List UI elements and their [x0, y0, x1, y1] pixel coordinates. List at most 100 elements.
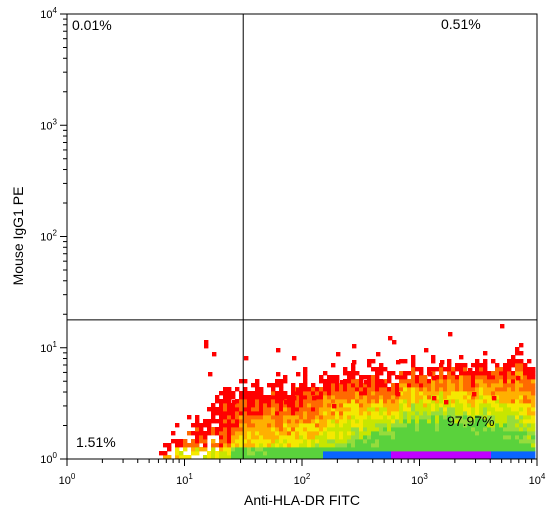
density-cell — [255, 423, 260, 428]
density-cell — [483, 435, 488, 440]
density-cell — [475, 383, 480, 388]
density-cell — [355, 391, 360, 396]
density-cell — [443, 447, 448, 452]
x-axis-label: Anti-HLA-DR FITC — [244, 492, 360, 508]
density-cell — [311, 383, 316, 388]
density-cell — [380, 380, 385, 385]
density-cell — [447, 363, 452, 368]
density-cell — [243, 387, 248, 392]
density-cell — [523, 451, 528, 456]
density-cell — [447, 455, 452, 460]
density-cell — [347, 407, 352, 412]
density-cell — [279, 387, 284, 392]
density-cell — [279, 411, 284, 416]
density-cell — [479, 431, 484, 436]
density-cell — [367, 395, 372, 400]
density-cell — [199, 427, 204, 432]
density-cell — [379, 423, 384, 428]
density-cell — [323, 407, 328, 412]
density-cell — [243, 423, 248, 428]
density-cell — [275, 391, 280, 396]
density-cell — [215, 395, 220, 400]
density-cell — [407, 415, 412, 420]
density-cell — [527, 435, 532, 440]
density-cell — [451, 435, 456, 440]
density-cell — [247, 423, 252, 428]
density-cell — [491, 383, 496, 388]
density-cell — [295, 431, 300, 436]
density-cell — [427, 407, 432, 412]
density-cell — [419, 383, 424, 388]
density-cell — [411, 379, 416, 384]
density-cell — [495, 391, 500, 396]
density-cell — [331, 451, 336, 456]
density-cell — [403, 375, 408, 380]
density-cell — [239, 447, 244, 452]
density-cell — [255, 403, 260, 408]
density-cell — [323, 435, 328, 440]
density-cell — [439, 439, 444, 444]
density-cell — [459, 419, 464, 424]
density-cell — [455, 375, 460, 380]
density-cell — [483, 375, 488, 380]
density-cell — [311, 415, 316, 420]
density-cell — [487, 415, 492, 420]
density-cell — [387, 415, 392, 420]
density-cell — [515, 451, 520, 456]
density-cell — [455, 439, 460, 444]
density-cell — [487, 435, 492, 440]
density-cell — [299, 439, 304, 444]
density-cell — [479, 375, 484, 380]
density-cell — [399, 447, 404, 452]
density-cell — [451, 387, 456, 392]
density-cell — [375, 387, 380, 392]
density-cell — [263, 411, 268, 416]
density-cell — [399, 403, 404, 408]
density-cell — [363, 391, 368, 396]
density-cell — [259, 431, 264, 436]
density-cell — [479, 387, 484, 392]
density-cell — [275, 415, 280, 420]
density-cell — [183, 443, 188, 448]
density-cell — [419, 423, 424, 428]
density-cell — [467, 403, 472, 408]
density-cell — [227, 411, 232, 416]
density-cell — [299, 451, 304, 456]
density-cell — [459, 387, 464, 392]
density-cell — [443, 387, 448, 392]
density-cell — [483, 407, 488, 412]
density-cell — [411, 415, 416, 420]
density-cell — [335, 435, 340, 440]
density-cell — [323, 383, 328, 388]
density-cell — [347, 427, 352, 432]
density-cell — [371, 455, 376, 460]
density-cell — [271, 439, 276, 444]
density-cell — [375, 427, 380, 432]
density-cell — [511, 435, 516, 440]
density-cell — [407, 399, 412, 404]
density-cell — [395, 427, 400, 432]
x-tick-label: 100 — [59, 472, 76, 487]
density-cell — [295, 423, 300, 428]
density-cell — [311, 419, 316, 424]
density-cell — [291, 419, 296, 424]
density-cell — [507, 363, 512, 368]
density-cell — [355, 415, 360, 420]
density-cell — [467, 435, 472, 440]
density-cell — [443, 403, 448, 408]
density-cell — [451, 375, 456, 380]
density-cell — [499, 423, 504, 428]
density-cell — [523, 415, 528, 420]
density-cell — [235, 435, 240, 440]
density-cell — [503, 387, 508, 392]
density-cell — [179, 455, 184, 460]
density-cell — [507, 451, 512, 456]
density-cell — [515, 411, 520, 416]
density-cell — [367, 407, 372, 412]
density-cell — [347, 423, 352, 428]
density-cell — [207, 451, 212, 456]
density-cell — [479, 395, 484, 400]
density-cell — [203, 447, 208, 452]
density-cell — [527, 427, 532, 432]
density-cell — [467, 375, 472, 380]
